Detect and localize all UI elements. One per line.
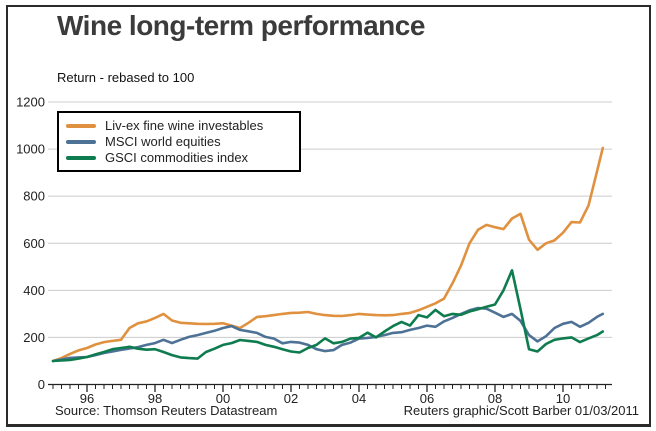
legend-box: Liv-ex fine wine investables MSCI world … bbox=[57, 111, 301, 172]
x-tick-label-10: 10 bbox=[556, 391, 570, 406]
legend-label-equities: MSCI world equities bbox=[105, 134, 221, 149]
legend-item-commodities: GSCI commodities index bbox=[66, 150, 292, 165]
y-tick-label-600: 600 bbox=[23, 236, 45, 251]
page-title: Wine long-term performance bbox=[57, 10, 425, 41]
x-tick-label-96: 96 bbox=[80, 391, 94, 406]
series-line-0 bbox=[51, 146, 605, 363]
y-tick-label-0: 0 bbox=[38, 377, 45, 392]
y-tick-label-800: 800 bbox=[23, 189, 45, 204]
y-tick-label-200: 200 bbox=[23, 330, 45, 345]
x-tick-label-06: 06 bbox=[420, 391, 434, 406]
chart-frame bbox=[6, 5, 651, 427]
axis-unit-label: Return - rebased to 100 bbox=[57, 70, 195, 85]
equities-line-swatch bbox=[66, 139, 96, 144]
y-tick-label-1200: 1200 bbox=[16, 95, 45, 110]
commodities-line-swatch bbox=[66, 155, 96, 160]
x-tick-label-98: 98 bbox=[148, 391, 162, 406]
series-line-1 bbox=[51, 306, 605, 363]
legend-item-equities: MSCI world equities bbox=[66, 134, 292, 149]
wine-line-swatch bbox=[66, 123, 96, 128]
credit-text: Reuters graphic/Scott Barber 01/03/2011 bbox=[403, 403, 639, 418]
x-tick-label-00: 00 bbox=[216, 391, 230, 406]
y-tick-label-400: 400 bbox=[23, 283, 45, 298]
x-tick-label-02: 02 bbox=[284, 391, 298, 406]
legend-item-wine: Liv-ex fine wine investables bbox=[66, 118, 292, 133]
x-tick-label-04: 04 bbox=[352, 391, 366, 406]
series-line-2 bbox=[51, 268, 605, 363]
legend-label-commodities: GSCI commodities index bbox=[105, 150, 249, 165]
y-tick-label-1000: 1000 bbox=[16, 142, 45, 157]
x-tick-label-08: 08 bbox=[488, 391, 502, 406]
source-text: Source: Thomson Reuters Datastream bbox=[55, 403, 278, 418]
legend-label-wine: Liv-ex fine wine investables bbox=[105, 118, 264, 133]
